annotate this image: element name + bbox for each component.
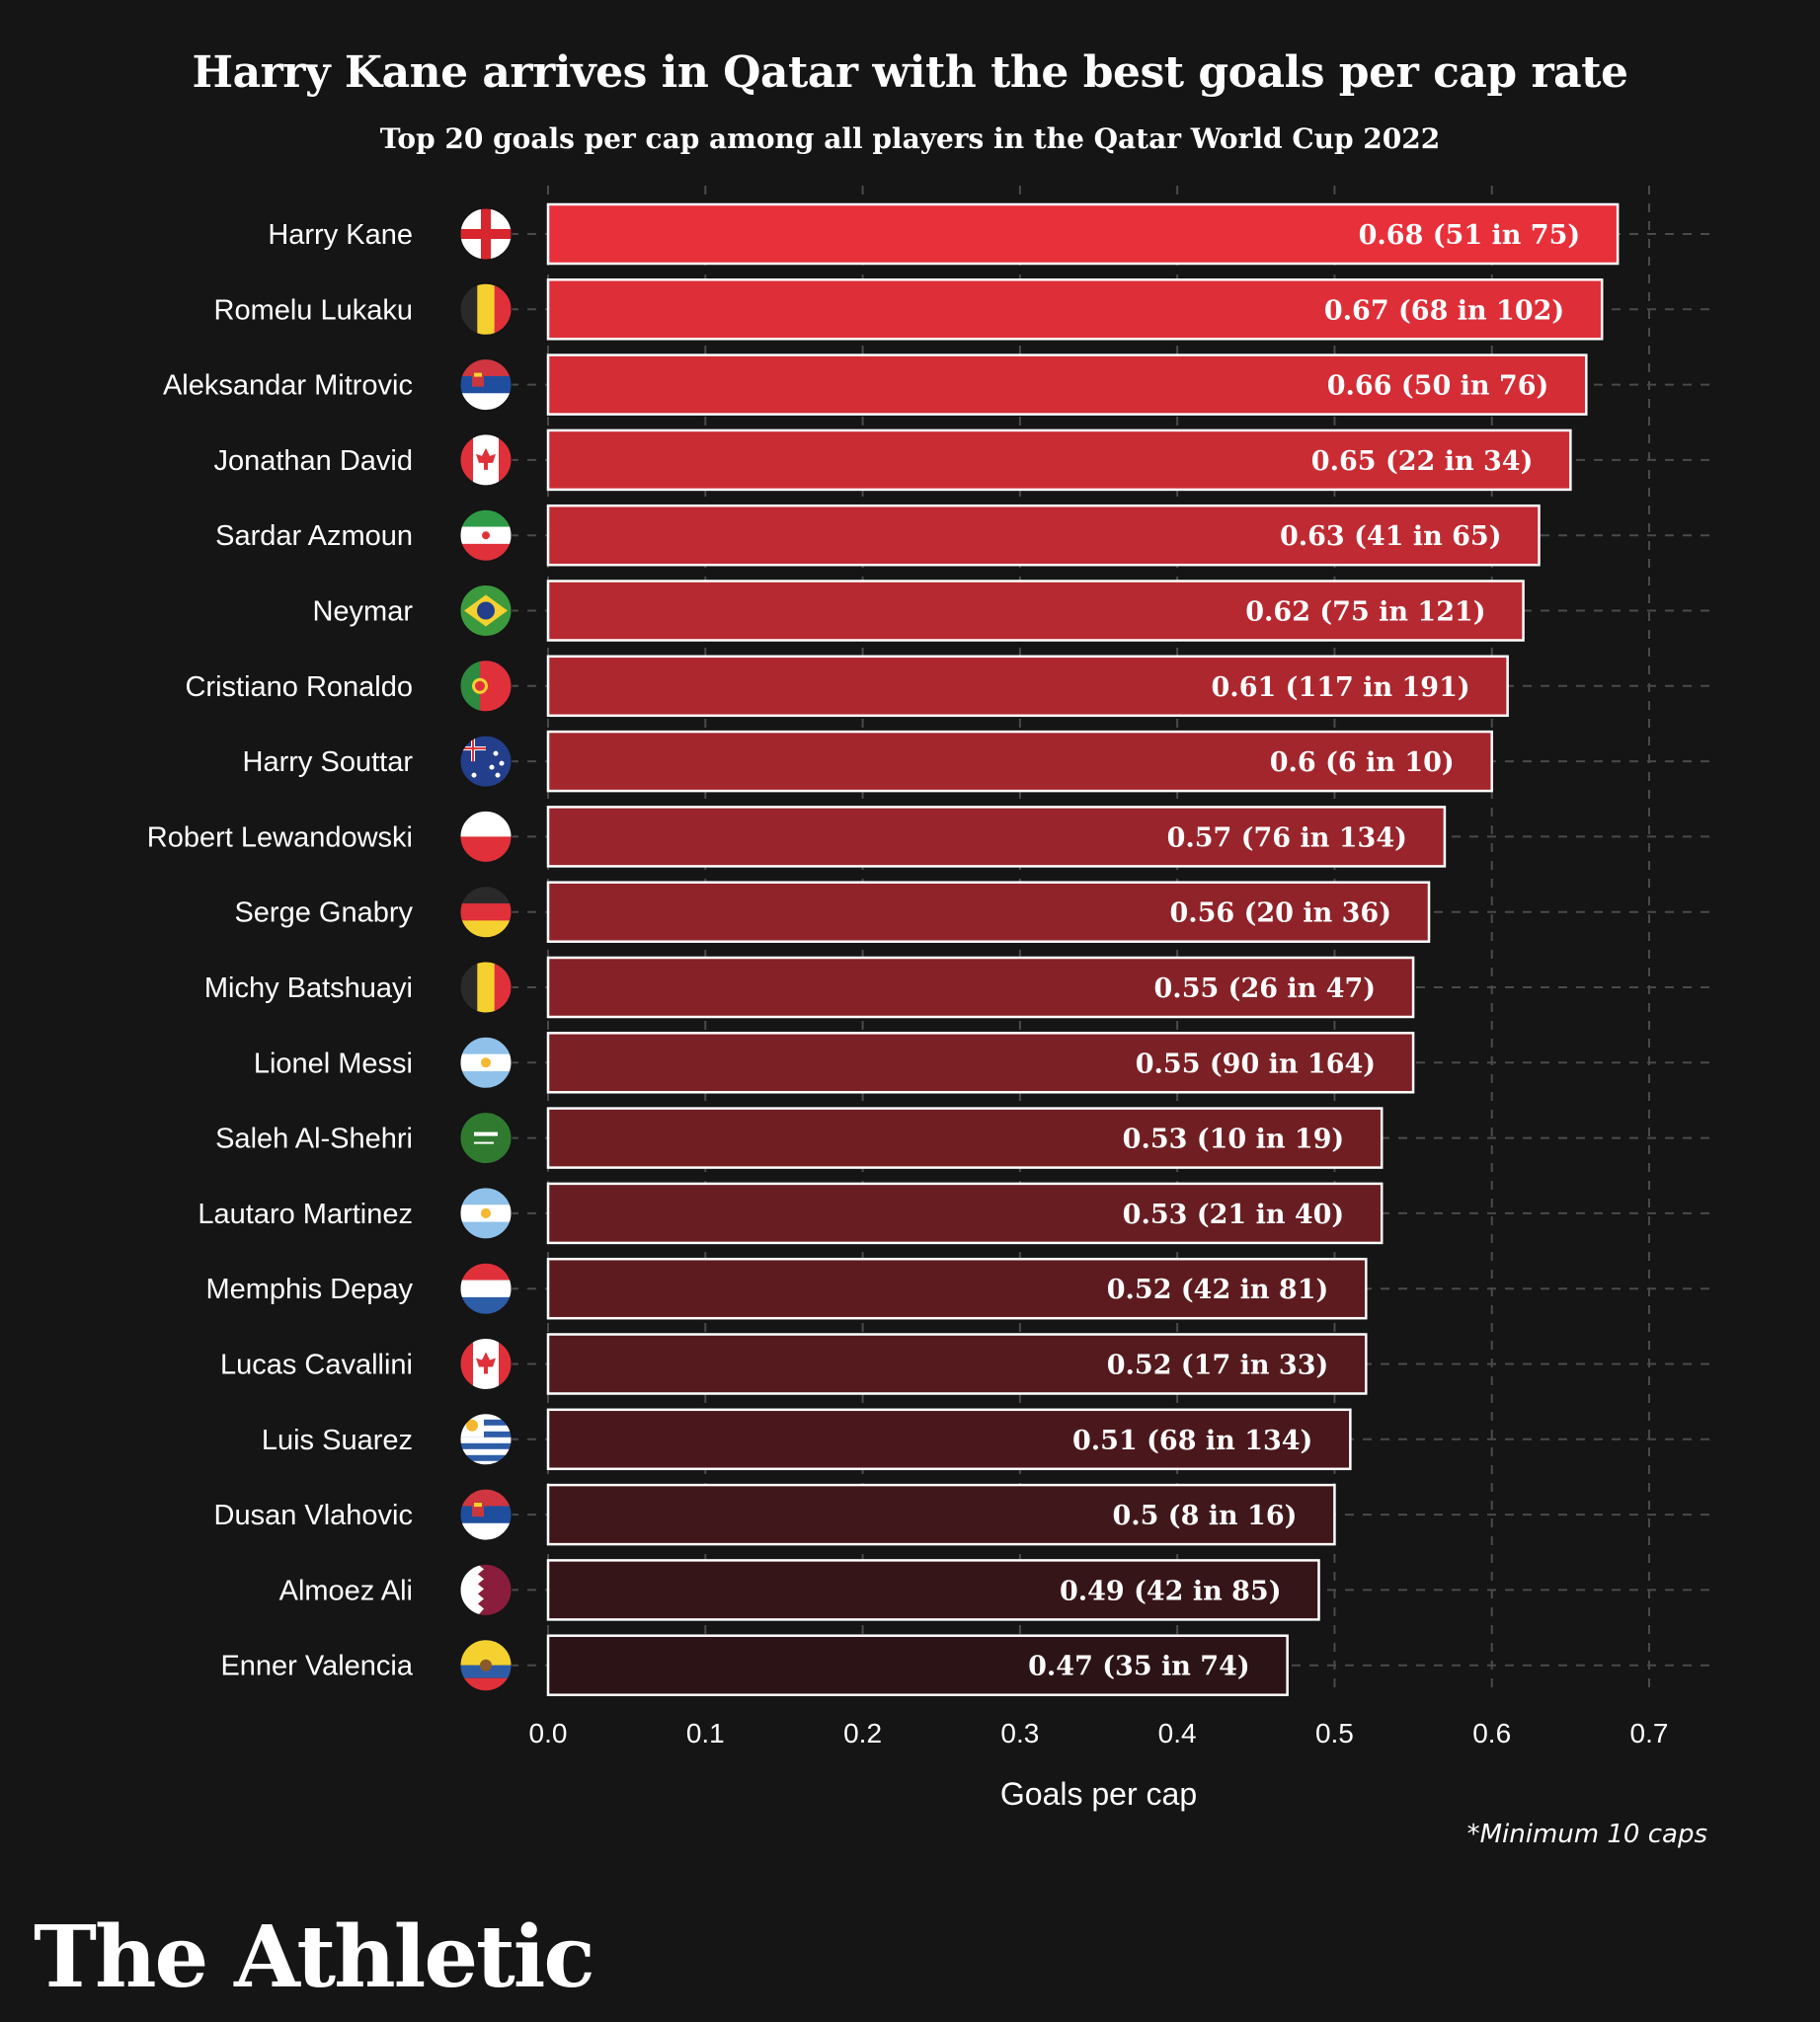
uruguay-flag-icon — [459, 1413, 513, 1466]
england-flag-icon — [459, 207, 513, 261]
canada-flag-icon — [459, 1338, 513, 1390]
bar-data-label: 0.52 (42 in 81) — [1107, 1275, 1329, 1305]
x-axis-label: Goals per cap — [1000, 1776, 1197, 1812]
y-category-label: Serge Gnabry — [234, 897, 413, 929]
bar — [546, 1634, 1289, 1696]
saudi-arabia-flag-icon — [459, 1112, 513, 1165]
y-category-label: Almoez Ali — [279, 1575, 413, 1606]
bar — [546, 806, 1447, 868]
ecuador-flag-icon — [459, 1639, 513, 1692]
y-category-label: Aleksandar Mitrovic — [163, 370, 413, 402]
brazil-flag-icon — [459, 584, 513, 637]
bar-data-label: 0.6 (6 in 10) — [1270, 747, 1455, 778]
argentina-flag-icon — [459, 1187, 513, 1240]
poland-flag-icon — [459, 810, 513, 863]
bar — [546, 1182, 1384, 1245]
bar — [546, 1333, 1368, 1395]
bar-data-label: 0.66 (50 in 76) — [1327, 371, 1549, 402]
bar — [546, 428, 1572, 492]
argentina-flag-icon — [459, 1036, 513, 1089]
y-category-label: Lucas Cavallini — [220, 1350, 413, 1381]
bar-data-label: 0.47 (35 in 74) — [1028, 1652, 1250, 1682]
bar — [546, 1559, 1320, 1621]
y-category-label: Neymar — [312, 596, 413, 628]
bar-data-label: 0.49 (42 in 85) — [1060, 1576, 1282, 1606]
bar-data-label: 0.63 (41 in 65) — [1280, 521, 1502, 552]
x-tick-label: 0.2 — [843, 1718, 882, 1749]
bar — [546, 504, 1541, 567]
bar-data-label: 0.56 (20 in 36) — [1169, 898, 1391, 929]
australia-flag-icon — [459, 735, 513, 788]
footnote: *Minimum 10 caps — [1466, 1820, 1707, 1849]
bar-data-label: 0.68 (51 in 75) — [1359, 220, 1581, 251]
y-category-label: Harry Kane — [268, 219, 413, 251]
y-category-label: Harry Souttar — [243, 746, 414, 778]
portugal-flag-icon — [459, 660, 513, 713]
bar-data-label: 0.57 (76 in 134) — [1167, 822, 1407, 853]
serbia-flag-icon — [459, 358, 513, 412]
y-category-label: Sardar Azmoun — [215, 520, 413, 552]
serbia-flag-icon — [459, 1488, 513, 1541]
x-axis: 0.0 0.1 0.2 0.3 0.4 0.5 0.6 0.7 Goals per cap — [529, 1718, 1669, 1812]
y-category-label: Cristiano Ronaldo — [185, 671, 413, 703]
bar — [546, 202, 1620, 266]
y-category-label: Lautaro Martinez — [198, 1199, 413, 1230]
bar — [546, 353, 1588, 416]
bar — [546, 881, 1431, 943]
y-category-label: Enner Valencia — [220, 1651, 413, 1682]
belgium-flag-icon — [459, 282, 513, 336]
bar-data-label: 0.53 (10 in 19) — [1123, 1125, 1345, 1155]
bar — [546, 1483, 1336, 1546]
bar-data-label: 0.65 (22 in 34) — [1311, 446, 1534, 477]
y-category-label: Jonathan David — [213, 445, 413, 477]
y-category-label: Luis Suarez — [262, 1425, 413, 1456]
bar-data-label: 0.67 (68 in 102) — [1324, 295, 1564, 326]
bar — [546, 1032, 1415, 1094]
bar — [546, 956, 1415, 1019]
bar — [546, 580, 1525, 642]
bar-data-label: 0.55 (90 in 164) — [1136, 1049, 1376, 1079]
chart-subtitle: Top 20 goals per cap among all players i… — [379, 122, 1441, 155]
y-category-label: Memphis Depay — [205, 1274, 413, 1305]
y-category-label: Dusan Vlahovic — [214, 1500, 414, 1531]
x-tick-label: 0.5 — [1315, 1718, 1354, 1749]
x-tick-label: 0.6 — [1472, 1718, 1511, 1749]
y-category-label: Lionel Messi — [254, 1048, 413, 1079]
netherlands-flag-icon — [459, 1262, 513, 1315]
bar-data-label: 0.55 (26 in 47) — [1154, 973, 1377, 1004]
bar-data-label: 0.53 (21 in 40) — [1123, 1200, 1345, 1230]
bar — [546, 1408, 1352, 1471]
brand-logo: The Athletic — [34, 1907, 595, 2007]
bars: 0.68 (51 in 75) Harry Kane 0.67 (68 in 102… — [147, 202, 1620, 1696]
x-tick-label: 0.3 — [1000, 1718, 1039, 1749]
qatar-flag-icon — [459, 1563, 513, 1616]
iran-flag-icon — [459, 508, 513, 562]
y-category-label: Saleh Al-Shehri — [215, 1124, 413, 1155]
bar — [546, 730, 1493, 793]
bar — [546, 655, 1509, 718]
bar-chart: 0.68 (51 in 75) Harry Kane 0.67 (68 in 102… — [147, 186, 1713, 1812]
bar-data-label: 0.51 (68 in 134) — [1072, 1426, 1312, 1456]
chart-title: Harry Kane arrives in Qatar with the bes… — [192, 47, 1628, 98]
y-category-label: Robert Lewandowski — [147, 821, 413, 853]
flags — [459, 207, 513, 1692]
y-category-label: Michy Batshuayi — [204, 972, 413, 1004]
x-tick-label: 0.0 — [529, 1718, 568, 1749]
x-tick-label: 0.7 — [1630, 1718, 1669, 1749]
bar-data-label: 0.61 (117 in 191) — [1212, 672, 1470, 703]
bar-data-label: 0.52 (17 in 33) — [1107, 1351, 1329, 1381]
canada-flag-icon — [459, 433, 513, 487]
germany-flag-icon — [459, 886, 513, 939]
x-tick-label: 0.4 — [1158, 1718, 1197, 1749]
belgium-flag-icon — [459, 961, 513, 1014]
bar — [546, 278, 1604, 341]
bar — [546, 1257, 1368, 1320]
y-category-label: Romelu Lukaku — [214, 294, 414, 326]
bar — [546, 1107, 1384, 1169]
x-tick-label: 0.1 — [686, 1718, 725, 1749]
bar-data-label: 0.5 (8 in 16) — [1112, 1501, 1297, 1531]
bar-data-label: 0.62 (75 in 121) — [1245, 597, 1485, 628]
